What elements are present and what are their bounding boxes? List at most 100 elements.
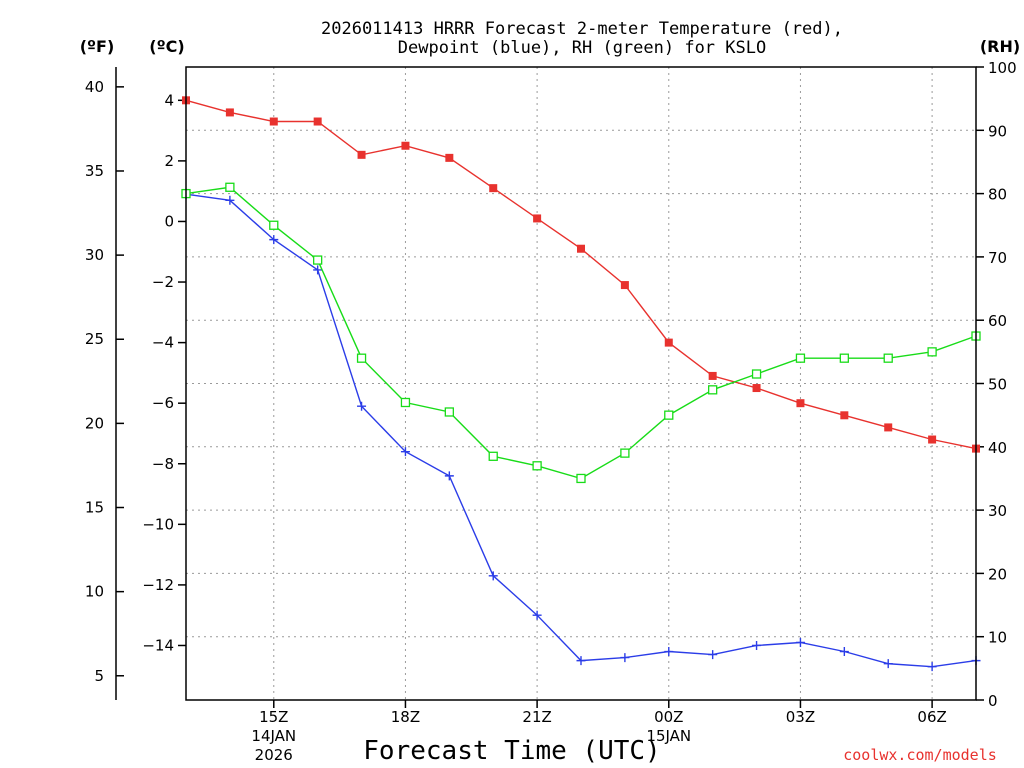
celsius-tick-label: −6: [152, 394, 174, 412]
fahrenheit-tick-label: 30: [85, 246, 104, 264]
temperature-point: [577, 244, 585, 253]
rh-point: [795, 353, 806, 363]
dewpoint-point: [883, 659, 893, 669]
rh-tick-label: 20: [988, 565, 1007, 583]
x-tick-label: 18Z: [391, 708, 420, 726]
axes: 420−2−4−6−8−10−12−1440353025201510510090…: [85, 59, 1017, 764]
temperature-point: [664, 338, 673, 347]
rh-point: [664, 410, 674, 420]
rh-point: [708, 385, 718, 395]
rh-point: [751, 369, 762, 379]
rh-tick-label: 80: [988, 186, 1007, 204]
x-tick-label: 06Z: [917, 708, 946, 726]
fahrenheit-tick-label: 35: [85, 162, 104, 180]
chart-title-line-2: Dewpoint (blue), RH (green) for KSLO: [398, 38, 766, 58]
dewpoint-point: [839, 647, 849, 657]
x-tick-label: 21Z: [522, 708, 551, 726]
dewpoint-point: [532, 610, 542, 620]
rh-tick-label: 0: [988, 692, 998, 710]
temperature-point: [225, 108, 234, 117]
celsius-tick-label: −8: [152, 455, 174, 473]
x-tick-date-label: 15JAN: [646, 727, 691, 745]
dewpoint-point: [225, 195, 235, 205]
temperature-point: [533, 214, 542, 223]
dewpoint-point: [576, 656, 586, 666]
x-tick-label: 03Z: [786, 708, 815, 726]
fahrenheit-tick-label: 5: [94, 667, 104, 685]
rh-point: [620, 448, 630, 458]
rh-point: [400, 397, 411, 408]
temperature-point: [401, 141, 410, 150]
celsius-tick-label: −2: [152, 273, 174, 291]
temperature-point: [445, 153, 454, 162]
fahrenheit-tick-label: 40: [85, 78, 104, 96]
fahrenheit-tick-label: 25: [85, 330, 104, 348]
grid-lines: [186, 67, 976, 700]
rh-point: [883, 353, 893, 363]
rh-point: [488, 451, 498, 461]
rh-point: [313, 255, 323, 265]
plot-frame: [185, 66, 977, 701]
dewpoint-point: [357, 401, 367, 411]
temperature-point: [620, 281, 629, 290]
rh-series-line: [185, 186, 977, 480]
temperature-point: [840, 411, 849, 420]
celsius-tick-label: 0: [164, 212, 174, 230]
rh-point: [839, 353, 849, 363]
temperature-point: [796, 399, 805, 408]
dewpoint-point: [708, 650, 718, 660]
temperature-point: [752, 384, 761, 393]
rh-point: [225, 182, 235, 192]
x-tick-label: 15Z: [259, 708, 288, 726]
rh-tick-label: 70: [988, 249, 1007, 267]
rh-point: [532, 461, 542, 471]
fahrenheit-tick-label: 15: [85, 499, 104, 517]
temperature-point: [489, 184, 498, 193]
rh-point: [356, 353, 367, 363]
x-tick-date-label: 14JAN: [251, 727, 296, 745]
rh-tick-label: 30: [988, 502, 1007, 520]
rh-point: [576, 473, 586, 484]
x-axis-title: Forecast Time (UTC): [363, 736, 660, 766]
rh-tick-label: 50: [988, 376, 1007, 394]
rh-point: [927, 347, 937, 357]
rh-point: [444, 407, 454, 417]
celsius-tick-label: −10: [142, 515, 174, 533]
dewpoint-point: [313, 265, 323, 275]
fahrenheit-tick-label: 10: [85, 583, 104, 601]
dewpoint-point: [444, 471, 454, 481]
celsius-tick-label: −4: [152, 334, 174, 352]
dewpoint-point: [927, 662, 937, 672]
temperature-point: [928, 435, 937, 444]
temperature-point: [357, 150, 366, 159]
dewpoint-point: [752, 640, 762, 650]
x-tick-date-label: 2026: [255, 746, 293, 764]
dewpoint-point: [620, 653, 630, 663]
rh-tick-label: 100: [988, 59, 1017, 77]
temperature-point: [884, 423, 893, 432]
rh-tick-label: 40: [988, 439, 1007, 457]
rh-tick-label: 90: [988, 122, 1007, 140]
dewpoint-series-line: [185, 193, 977, 668]
chart-title-line-1: 2026011413 HRRR Forecast 2-meter Tempera…: [321, 19, 843, 39]
celsius-tick-label: −14: [142, 636, 174, 654]
temperature-point: [269, 117, 278, 126]
dewpoint-point: [488, 571, 498, 581]
celsius-tick-label: 4: [164, 91, 174, 109]
temperature-point: [708, 371, 717, 380]
celsius-unit-label: (ºC): [149, 37, 184, 56]
dewpoint-point: [664, 647, 674, 657]
x-tick-label: 00Z: [654, 708, 683, 726]
dewpoint-point: [400, 447, 410, 457]
temperature-series-line: [185, 99, 977, 450]
dewpoint-point: [795, 637, 805, 647]
rh-point: [269, 220, 279, 230]
celsius-tick-label: 2: [164, 152, 174, 170]
fahrenheit-unit-label: (ºF): [80, 37, 115, 56]
dewpoint-point: [269, 235, 279, 245]
rh-unit-label: (RH): [980, 37, 1020, 56]
rh-tick-label: 60: [988, 312, 1007, 330]
celsius-tick-label: −12: [142, 576, 174, 594]
rh-tick-label: 10: [988, 629, 1007, 647]
